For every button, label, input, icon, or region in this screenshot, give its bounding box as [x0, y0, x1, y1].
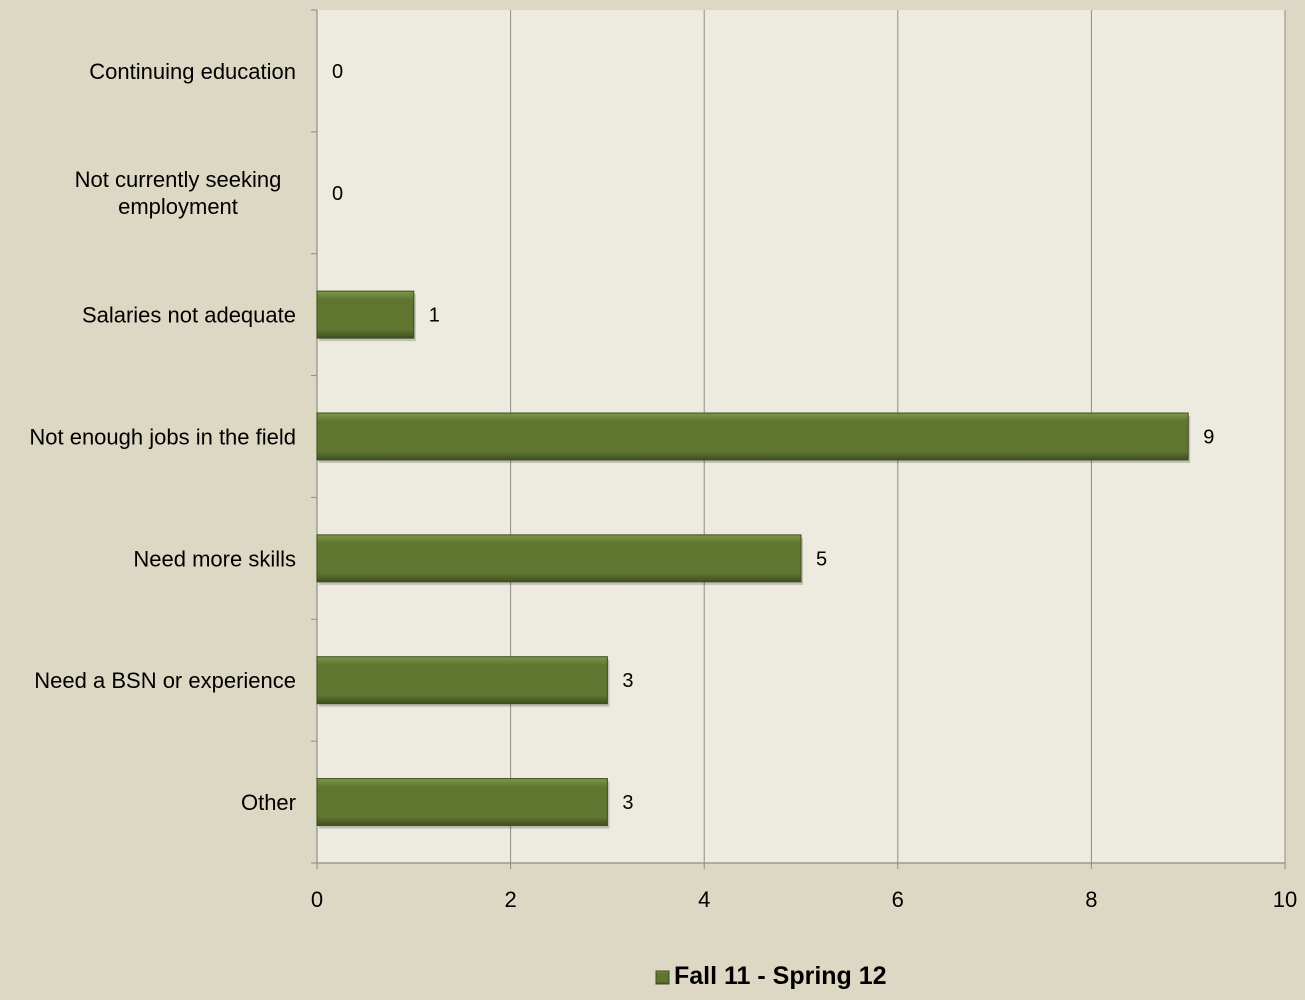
- data-label: 3: [622, 792, 633, 814]
- data-label: 0: [332, 61, 343, 83]
- bar: [316, 412, 1189, 461]
- category-label: Salaries not adequate: [82, 303, 296, 328]
- data-label: 5: [816, 548, 827, 570]
- x-tick-label: 0: [311, 887, 323, 912]
- bar: [316, 534, 802, 583]
- category-label: Need a BSN or experience: [34, 668, 296, 693]
- bar: [316, 656, 608, 705]
- legend-swatch: [655, 970, 670, 985]
- data-label: 1: [429, 305, 440, 327]
- data-label: 0: [332, 183, 343, 205]
- x-tick-label: 6: [892, 887, 904, 912]
- x-tick-label: 10: [1273, 887, 1297, 912]
- data-label: 9: [1203, 427, 1214, 449]
- x-tick-label: 8: [1085, 887, 1097, 912]
- bar: [316, 778, 608, 827]
- legend-label: Fall 11 - Spring 12: [674, 962, 887, 990]
- category-label: Continuing education: [89, 59, 296, 84]
- category-label: Not enough jobs in the field: [29, 425, 296, 450]
- data-label: 3: [622, 670, 633, 692]
- category-label: Other: [241, 790, 296, 815]
- category-label: Not currently seeking employment: [75, 167, 282, 219]
- x-tick-label: 4: [698, 887, 710, 912]
- x-tick-label: 2: [504, 887, 516, 912]
- bar: [316, 290, 415, 339]
- category-label: Need more skills: [133, 546, 296, 571]
